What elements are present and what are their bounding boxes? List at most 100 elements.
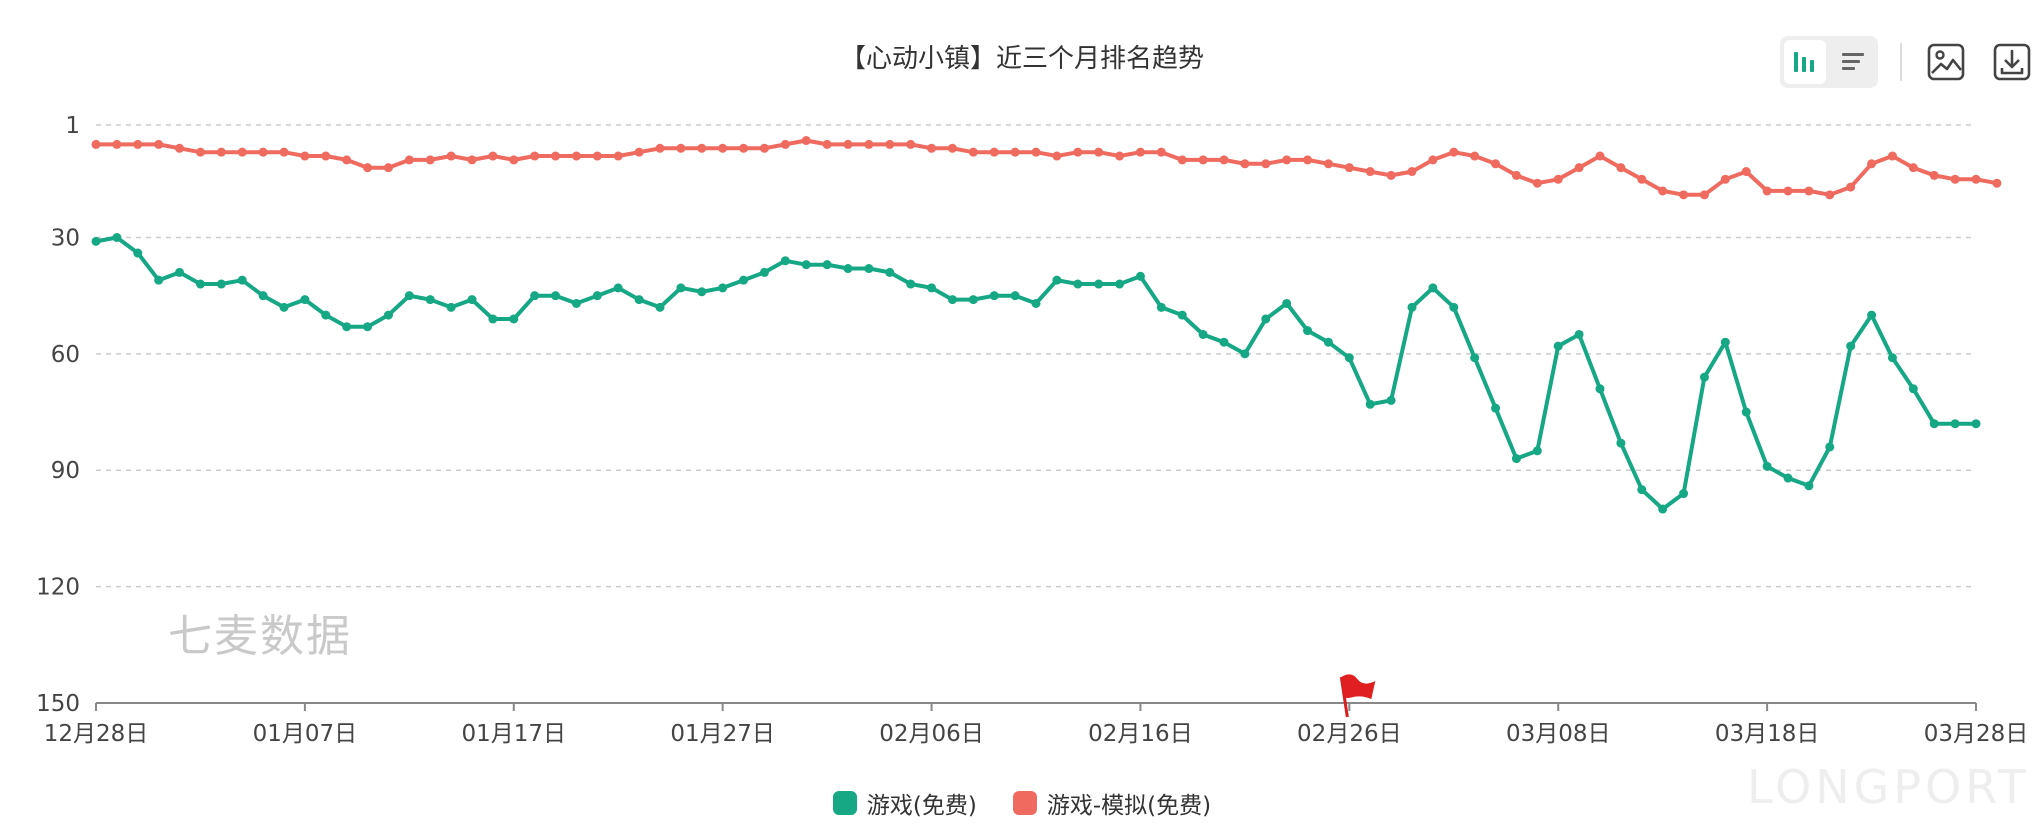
data-point — [1867, 159, 1877, 169]
data-point — [634, 147, 644, 157]
data-point — [989, 291, 999, 301]
download-icon — [1993, 43, 2031, 81]
list-toggle[interactable] — [1832, 40, 1874, 84]
data-point — [655, 143, 665, 153]
data-point — [300, 151, 310, 161]
y-tick-label: 90 — [51, 458, 80, 484]
flag-cloth — [1341, 674, 1376, 699]
watermark-right: LONGPORT — [1747, 760, 2030, 814]
data-point — [258, 291, 268, 301]
data-point — [697, 143, 707, 153]
data-point — [1992, 178, 2002, 188]
data-point — [363, 322, 373, 332]
chart-type-toggle — [1780, 36, 1878, 88]
data-point — [1637, 485, 1647, 495]
data-point — [404, 155, 414, 165]
legend-item-series-2[interactable]: 游戏-模拟(免费) — [1012, 786, 1211, 820]
data-point — [1282, 298, 1292, 308]
download-button[interactable] — [1990, 40, 2034, 84]
data-point — [237, 147, 247, 157]
data-point — [1908, 384, 1918, 394]
data-point — [488, 151, 498, 161]
data-point — [467, 155, 477, 165]
data-point — [822, 139, 832, 149]
data-point — [759, 267, 769, 277]
data-point — [1031, 147, 1041, 157]
data-point — [1825, 190, 1835, 200]
data-point — [1929, 170, 1939, 180]
data-point — [1699, 190, 1709, 200]
data-point — [342, 155, 352, 165]
data-point — [697, 287, 707, 297]
save-image-button[interactable] — [1924, 40, 1968, 84]
data-point — [1365, 399, 1375, 409]
line-chart: 1 30 60 90 120 150 12月28日 01月07日 01月17日 01月27日 02月… — [36, 113, 2029, 747]
data-point — [1135, 147, 1145, 157]
data-point — [425, 155, 435, 165]
data-point — [947, 143, 957, 153]
data-point — [1303, 326, 1313, 336]
data-point — [1762, 461, 1772, 471]
series-line-1 — [95, 235, 1976, 511]
flag-marker-icon[interactable] — [1339, 674, 1376, 718]
data-point — [1135, 271, 1145, 281]
image-icon — [1927, 43, 1965, 81]
data-point — [91, 236, 101, 246]
data-point — [655, 302, 665, 312]
data-point — [1031, 298, 1041, 308]
bar-chart-toggle[interactable] — [1784, 40, 1826, 84]
data-point — [467, 295, 477, 305]
data-point — [175, 143, 185, 153]
data-point — [906, 139, 916, 149]
y-tick-label: 120 — [36, 575, 80, 601]
data-point — [801, 260, 811, 270]
data-point — [154, 275, 164, 285]
data-point — [1595, 151, 1605, 161]
data-point — [1491, 403, 1501, 413]
data-point — [425, 295, 435, 305]
data-point — [1386, 395, 1396, 405]
data-point — [1219, 155, 1229, 165]
data-point — [739, 275, 749, 285]
data-point — [1658, 186, 1668, 196]
data-point — [1094, 279, 1104, 289]
data-point — [989, 147, 999, 157]
data-point — [843, 264, 853, 274]
data-point — [300, 295, 310, 305]
data-point — [1679, 190, 1689, 200]
x-tick-label: 02月26日 — [1297, 721, 1402, 747]
data-point — [1073, 279, 1083, 289]
data-point — [321, 151, 331, 161]
data-point — [175, 267, 185, 277]
data-point — [1720, 337, 1730, 347]
data-point — [1553, 341, 1563, 351]
data-point — [1720, 174, 1730, 184]
y-tick-label: 30 — [51, 225, 80, 251]
data-point — [1929, 419, 1939, 429]
data-point — [1616, 438, 1626, 448]
data-point — [780, 139, 790, 149]
x-tick-label: 01月27日 — [670, 721, 775, 747]
data-point — [321, 310, 331, 320]
data-point — [1658, 504, 1668, 514]
bar-chart-icon — [1794, 52, 1814, 72]
data-point — [676, 143, 686, 153]
data-point — [509, 155, 519, 165]
x-tick-label: 01月07日 — [253, 721, 358, 747]
data-point — [530, 291, 540, 301]
data-point — [1428, 283, 1438, 293]
legend: 游戏(免费) 游戏-模拟(免费) — [0, 786, 2044, 820]
data-point — [1198, 329, 1208, 339]
data-point — [383, 310, 393, 320]
data-point — [1741, 167, 1751, 177]
data-point — [1386, 170, 1396, 180]
data-point — [1971, 419, 1981, 429]
data-point — [864, 264, 874, 274]
watermark-left: 七麦数据 — [168, 611, 352, 662]
legend-item-series-1[interactable]: 游戏(免费) — [832, 786, 977, 820]
x-tick-label: 03月28日 — [1924, 721, 2029, 747]
data-point — [1407, 302, 1417, 312]
data-point — [258, 147, 268, 157]
chart-title: 【心动小镇】近三个月排名趋势 — [839, 44, 1204, 74]
data-point — [1261, 159, 1271, 169]
